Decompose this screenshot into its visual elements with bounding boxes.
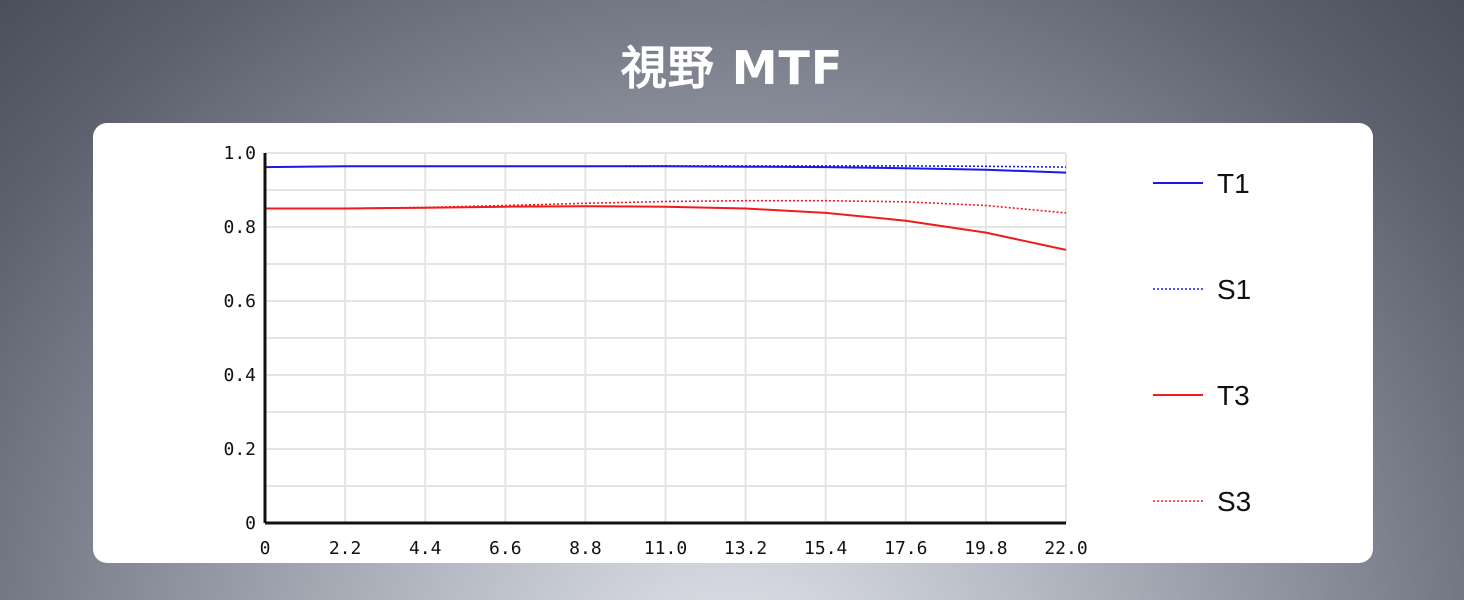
tick-labels: 0 2.2 4.4 6.6 8.8 11.0 13.2 15.4 17.6 19.8 22.0 0 0.…: [223, 143, 1087, 559]
x-tick-label: 22.0: [1044, 538, 1087, 559]
series-line-s3: [265, 199, 1067, 214]
mtf-chart: 0 2.2 4.4 6.6 8.8 11.0 13.2 15.4 17.6 19.8 22.0 0 0.…: [223, 143, 1251, 559]
x-tick-label: 6.6: [489, 538, 522, 559]
legend-label-t3: T3: [1217, 380, 1250, 411]
y-tick-label: 0.8: [223, 217, 256, 238]
page-title: 視野 MTF: [620, 41, 844, 95]
legend: T1 S1 T3 S3: [1153, 168, 1251, 517]
x-tick-label: 11.0: [644, 538, 687, 559]
x-tick-label: 19.8: [964, 538, 1007, 559]
x-tick-label: 15.4: [804, 538, 847, 559]
x-tick-label: 4.4: [409, 538, 442, 559]
y-tick-label: 0: [245, 513, 256, 534]
y-tick-label: 0.6: [223, 291, 256, 312]
x-tick-label: 13.2: [724, 538, 767, 559]
legend-label-s1: S1: [1217, 274, 1251, 305]
x-tick-label: 8.8: [569, 538, 602, 559]
y-tick-label: 0.2: [223, 439, 256, 460]
x-tick-label: 2.2: [329, 538, 362, 559]
y-tick-label: 1.0: [223, 143, 256, 164]
chart-card: 0 2.2 4.4 6.6 8.8 11.0 13.2 15.4 17.6 19.8 22.0 0 0.…: [93, 123, 1373, 563]
x-tick-label: 17.6: [884, 538, 927, 559]
legend-label-s3: S3: [1217, 486, 1251, 517]
axes: [263, 153, 1066, 525]
legend-label-t1: T1: [1217, 168, 1250, 199]
y-tick-label: 0.4: [223, 365, 256, 386]
series-line-s1: [264, 165, 1067, 168]
x-tick-label: 0: [260, 538, 271, 559]
grid: [264, 152, 1067, 523]
series-lines: [264, 165, 1067, 251]
